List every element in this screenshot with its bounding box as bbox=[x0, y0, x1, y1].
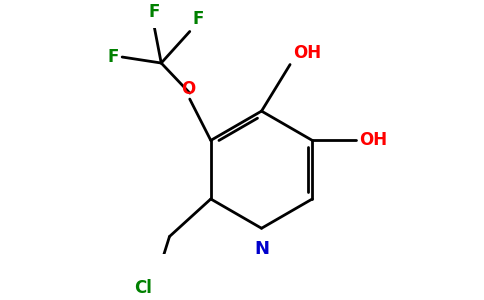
Text: O: O bbox=[181, 80, 196, 98]
Text: F: F bbox=[148, 3, 159, 21]
Text: OH: OH bbox=[293, 44, 321, 62]
Text: F: F bbox=[193, 11, 204, 28]
Text: N: N bbox=[254, 240, 269, 258]
Text: Cl: Cl bbox=[135, 279, 152, 297]
Text: F: F bbox=[108, 48, 119, 66]
Text: OH: OH bbox=[359, 131, 387, 149]
